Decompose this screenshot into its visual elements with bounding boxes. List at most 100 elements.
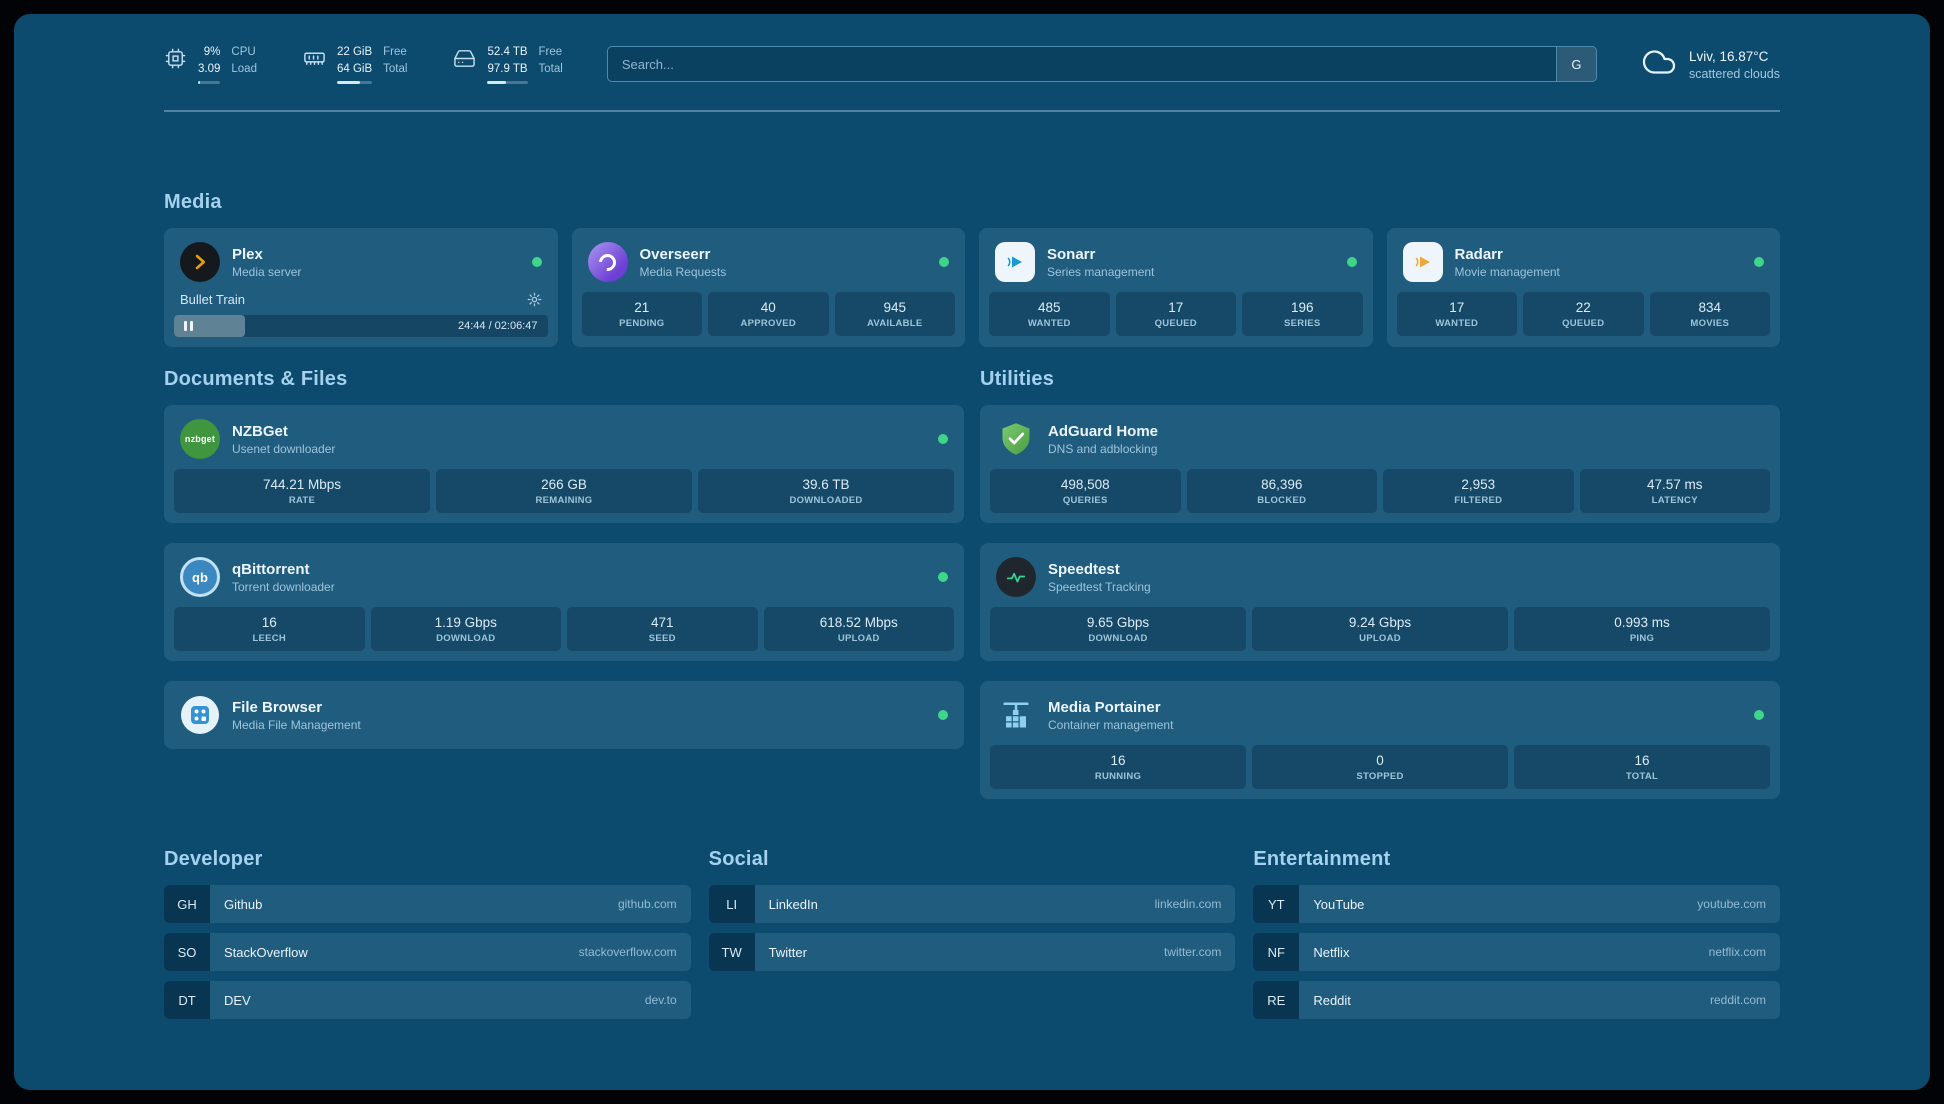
service-title: Sonarr bbox=[1047, 245, 1096, 263]
stat-downloaded: 39.6 TB DOWNLOADED bbox=[698, 469, 954, 513]
stat-wanted: 17 WANTED bbox=[1396, 292, 1517, 336]
stat-running: 16 RUNNING bbox=[990, 745, 1246, 789]
plex-time: 24:44 / 02:06:47 bbox=[457, 320, 538, 332]
bookmark-linkedin[interactable]: LI LinkedIn linkedin.com bbox=[708, 885, 1236, 923]
search-provider-button[interactable]: G bbox=[1555, 47, 1596, 81]
media-grid: Plex Media server Bullet Train 24:44 / 0… bbox=[164, 228, 1780, 347]
stat-filtered: 2,953 FILTERED bbox=[1383, 469, 1574, 513]
stat-upload: 9.24 Gbps UPLOAD bbox=[1252, 607, 1508, 651]
stat-queries: 498,508 QUERIES bbox=[990, 469, 1181, 513]
weather-text: Lviv, 16.87°C scattered clouds bbox=[1689, 47, 1780, 81]
section-header-media: Media bbox=[164, 191, 222, 213]
service-card-nzbget[interactable]: nzbget NZBGet Usenet downloader 744.21 M… bbox=[164, 405, 964, 523]
bookmarks-area: Developer GH Github github.com SO StackOv… bbox=[164, 849, 1780, 1019]
service-card-overseerr[interactable]: Overseerr Media Requests 21 PENDING 40 APP… bbox=[571, 228, 965, 347]
section-documents: Documents & Files nzbget NZBGet Usenet d… bbox=[164, 369, 964, 799]
status-dot bbox=[1754, 257, 1764, 267]
portainer-icon bbox=[996, 695, 1036, 735]
service-card-plex[interactable]: Plex Media server Bullet Train 24:44 / 0… bbox=[164, 228, 558, 347]
pause-icon[interactable] bbox=[184, 321, 193, 331]
stat-ping: 0.993 ms PING bbox=[1514, 607, 1770, 651]
service-subtitle: Media server bbox=[232, 264, 302, 279]
service-subtitle: Series management bbox=[1047, 264, 1155, 279]
service-subtitle: Speedtest Tracking bbox=[1048, 579, 1151, 594]
disk-widget: 52.4 TB 97.9 TB Free Total bbox=[453, 44, 563, 84]
speedtest-icon bbox=[996, 557, 1036, 597]
bookmark-stackoverflow[interactable]: SO StackOverflow stackoverflow.com bbox=[164, 933, 691, 971]
service-card-qbittorrent[interactable]: qb qBittorrent Torrent downloader 16 LEEC… bbox=[164, 543, 964, 661]
bookmark-abbr: DT bbox=[164, 981, 210, 1019]
stat-series: 196 SERIES bbox=[1242, 292, 1363, 336]
adguard-shield-icon bbox=[996, 419, 1036, 459]
plex-header: Plex Media server bbox=[174, 238, 548, 292]
weather-condition: scattered clouds bbox=[1688, 66, 1780, 81]
service-subtitle: Usenet downloader bbox=[232, 441, 336, 456]
plex-icon bbox=[180, 242, 220, 282]
cpu-labels: CPU Load bbox=[231, 46, 257, 75]
stat-latency: 47.57 ms LATENCY bbox=[1579, 469, 1770, 513]
section-utilities: Utilities AdGuard Home DNS and adblockin… bbox=[980, 369, 1780, 799]
topbar-divider bbox=[164, 110, 1780, 112]
status-dot bbox=[939, 257, 949, 267]
service-card-radarr[interactable]: Radarr Movie management 17 WANTED 22 QUEUE… bbox=[1386, 228, 1780, 347]
service-card-portainer[interactable]: Media Portainer Container management 16 R… bbox=[980, 681, 1780, 799]
service-card-adguard[interactable]: AdGuard Home DNS and adblocking 498,508 Q… bbox=[980, 405, 1780, 523]
service-card-filebrowser[interactable]: File Browser Media File Management bbox=[164, 681, 964, 749]
bookmark-dev[interactable]: DT DEV dev.to bbox=[164, 981, 691, 1019]
stat-seed: 471 SEED bbox=[567, 607, 758, 651]
stat-queued: 17 QUEUED bbox=[1115, 292, 1236, 336]
status-dot bbox=[938, 710, 948, 720]
gear-icon[interactable] bbox=[527, 292, 542, 307]
bookmark-abbr: RE bbox=[1253, 981, 1300, 1019]
disk-values: 52.4 TB 97.9 TB bbox=[487, 44, 528, 84]
status-dot bbox=[938, 434, 948, 444]
topbar: 9% 3.09 CPU Load 22 GiB 64 GiB bbox=[164, 38, 1780, 90]
cpu-widget: 9% 3.09 CPU Load bbox=[164, 44, 257, 84]
service-subtitle: Media Requests bbox=[639, 264, 727, 279]
bookmark-github[interactable]: GH Github github.com bbox=[164, 885, 691, 923]
disk-usage-bar bbox=[487, 80, 528, 84]
now-playing-title: Bullet Train bbox=[180, 292, 246, 307]
section-header-developer: Developer bbox=[164, 848, 263, 870]
search-input[interactable] bbox=[607, 47, 1556, 81]
service-subtitle: Container management bbox=[1048, 717, 1174, 732]
bookmark-group-developer: Developer GH Github github.com SO StackOv… bbox=[164, 849, 691, 1019]
service-card-sonarr[interactable]: Sonarr Series management 485 WANTED 17 QUE… bbox=[979, 228, 1373, 347]
stat-blocked: 86,396 BLOCKED bbox=[1186, 469, 1377, 513]
cpu-icon bbox=[164, 47, 187, 70]
weather-widget[interactable]: Lviv, 16.87°C scattered clouds bbox=[1641, 44, 1780, 85]
stat-rate: 744.21 Mbps RATE bbox=[174, 469, 430, 513]
memory-widget: 22 GiB 64 GiB Free Total bbox=[303, 44, 407, 84]
service-title: File Browser bbox=[232, 698, 323, 716]
memory-usage-bar bbox=[336, 80, 373, 84]
bookmark-youtube[interactable]: YT YouTube youtube.com bbox=[1253, 885, 1780, 923]
disk-labels: Free Total bbox=[538, 46, 563, 75]
nzbget-icon: nzbget bbox=[180, 419, 220, 459]
service-title: AdGuard Home bbox=[1048, 422, 1159, 440]
bookmark-abbr: TW bbox=[708, 933, 755, 971]
section-header-utilities: Utilities bbox=[980, 368, 1055, 390]
bookmark-abbr: YT bbox=[1253, 885, 1300, 923]
bookmark-twitter[interactable]: TW Twitter twitter.com bbox=[708, 933, 1236, 971]
radarr-icon bbox=[1402, 242, 1443, 282]
memory-values: 22 GiB 64 GiB bbox=[336, 44, 373, 84]
cpu-load: 3.09 bbox=[198, 62, 221, 75]
stat-download: 9.65 Gbps DOWNLOAD bbox=[990, 607, 1246, 651]
service-title: Radarr bbox=[1454, 245, 1503, 263]
status-dot bbox=[938, 572, 948, 582]
plex-now-playing-row: Bullet Train bbox=[174, 292, 548, 315]
bookmark-group-social: Social LI LinkedIn linkedin.com TW Twitte… bbox=[708, 849, 1236, 1019]
section-header-documents: Documents & Files bbox=[164, 368, 348, 390]
service-title: qBittorrent bbox=[232, 560, 310, 578]
bookmark-abbr: GH bbox=[164, 885, 210, 923]
progress-fill bbox=[174, 315, 245, 337]
search-bar: G bbox=[606, 46, 1597, 82]
bookmark-abbr: LI bbox=[708, 885, 755, 923]
bookmark-reddit[interactable]: RE Reddit reddit.com bbox=[1253, 981, 1780, 1019]
bookmark-netflix[interactable]: NF Netflix netflix.com bbox=[1253, 933, 1780, 971]
service-card-speedtest[interactable]: Speedtest Speedtest Tracking 9.65 Gbps DO… bbox=[980, 543, 1780, 661]
filebrowser-icon bbox=[180, 695, 220, 735]
cpu-values: 9% 3.09 bbox=[198, 44, 221, 84]
cpu-percent: 9% bbox=[203, 46, 221, 59]
disk-icon bbox=[453, 47, 476, 70]
